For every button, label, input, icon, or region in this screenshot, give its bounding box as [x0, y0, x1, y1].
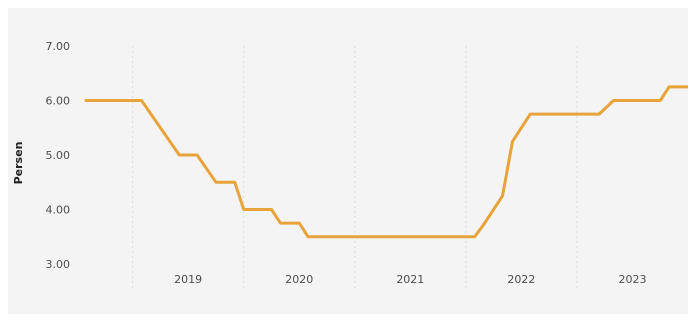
- x-tick-label: 2019: [174, 273, 202, 286]
- vertical-grid: [132, 46, 578, 288]
- y-tick-label: 6.00: [46, 95, 71, 108]
- x-axis-ticks: 2019 2020 2021 2022 2023: [174, 273, 646, 286]
- x-tick-label: 2020: [285, 273, 313, 286]
- y-tick-label: 3.00: [46, 258, 71, 271]
- y-tick-label: 7.00: [46, 40, 71, 53]
- line-chart: 3.00 4.00 5.00 6.00 7.00 2019 2020 2021 2022 202…: [12, 40, 688, 288]
- y-axis-label: Persen: [12, 142, 25, 185]
- chart-frame: 3.00 4.00 5.00 6.00 7.00 2019 2020 2021 2022 202…: [8, 8, 688, 314]
- y-tick-label: 4.00: [46, 204, 71, 217]
- series-line: [84, 85, 688, 239]
- x-tick-label: 2021: [396, 273, 424, 286]
- x-tick-label: 2022: [507, 273, 535, 286]
- y-axis-ticks: 3.00 4.00 5.00 6.00 7.00: [46, 40, 71, 271]
- x-tick-label: 2023: [618, 273, 646, 286]
- y-tick-label: 5.00: [46, 149, 71, 162]
